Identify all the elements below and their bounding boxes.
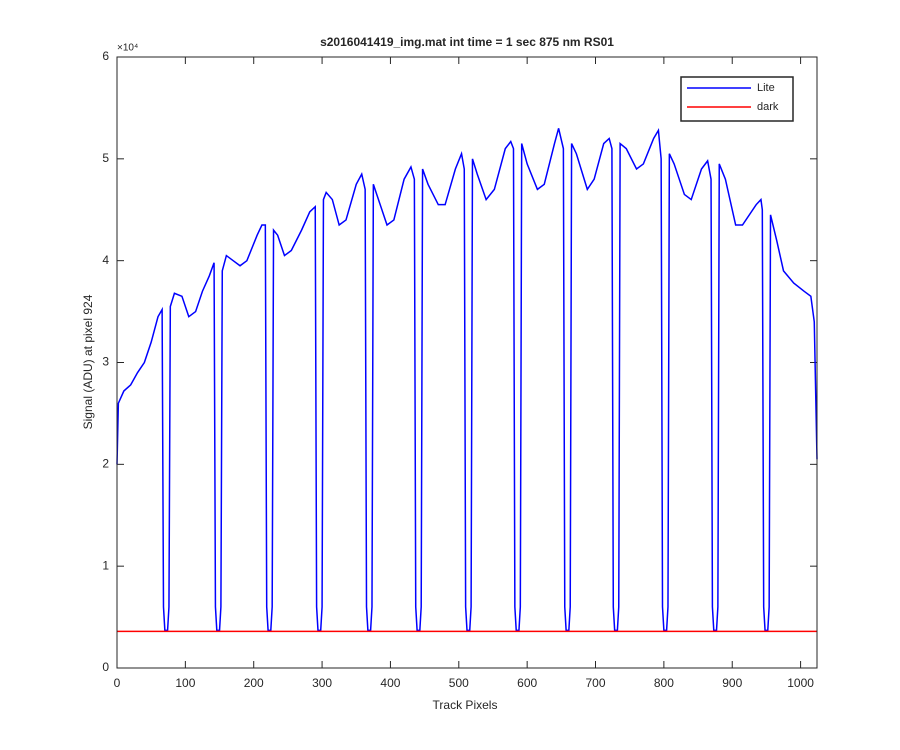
y-tick-label: 5 — [102, 151, 109, 165]
series-line — [116, 127, 818, 632]
x-tick-label: 1000 — [787, 676, 814, 690]
legend-label: dark — [757, 101, 779, 113]
y-tick-label: 4 — [102, 253, 109, 267]
x-tick-label: 900 — [722, 676, 742, 690]
y-tick-label: 2 — [102, 457, 109, 471]
x-tick-label: 0 — [114, 676, 121, 690]
chart-title: s2016041419_img.mat int time = 1 sec 875… — [320, 35, 614, 49]
plot-area — [117, 57, 817, 668]
x-axis-label: Track Pixels — [433, 698, 498, 712]
x-tick-label: 400 — [380, 676, 400, 690]
x-tick-label: 300 — [312, 676, 332, 690]
y-tick-label: 3 — [102, 355, 109, 369]
x-tick-label: 200 — [244, 676, 264, 690]
x-tick-label: 700 — [586, 676, 606, 690]
legend-box — [680, 76, 794, 122]
y-axis-label: Signal (ADU) at pixel 924 — [81, 294, 95, 429]
x-tick-label: 600 — [517, 676, 537, 690]
y-tick-label: 6 — [102, 49, 109, 63]
y-tick-label: 0 — [102, 660, 109, 674]
legend-label: Lite — [757, 82, 775, 94]
x-tick-label: 800 — [654, 676, 674, 690]
x-tick-label: 500 — [449, 676, 469, 690]
x-tick-label: 100 — [175, 676, 195, 690]
y-tick-label: 1 — [102, 558, 109, 572]
y-multiplier: ×10⁴ — [117, 43, 138, 54]
axes-box — [116, 56, 818, 669]
